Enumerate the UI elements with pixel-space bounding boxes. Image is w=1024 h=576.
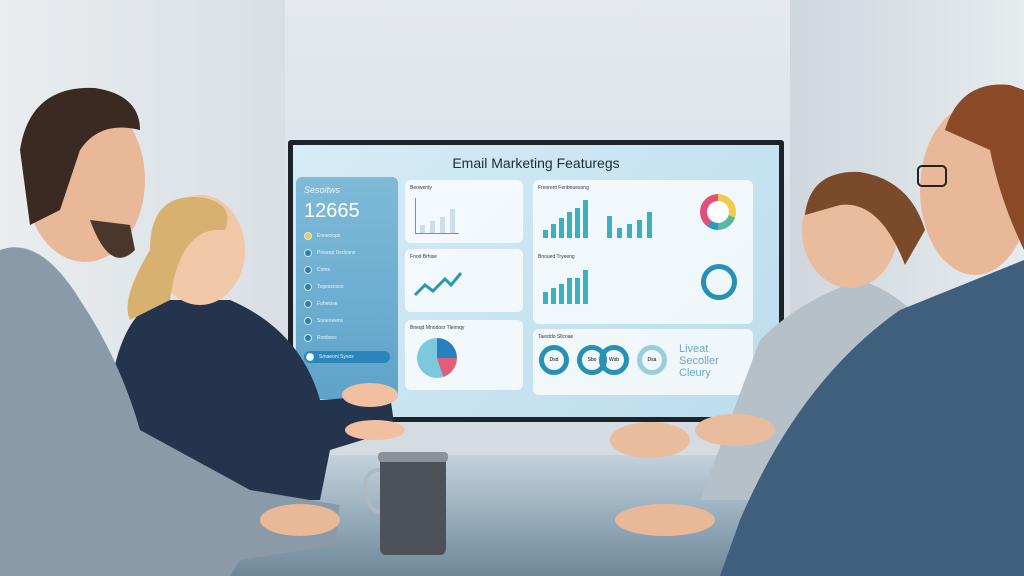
- sidebar-item[interactable]: Coms: [304, 266, 390, 274]
- rings-card[interactable]: Taestdo Sllcoae Dsd Sbo Wsb Dsa Liveat S…: [533, 329, 753, 395]
- bar: [583, 270, 588, 304]
- pie-card[interactable]: Bneqd Mnodosr Tleirnqy: [405, 320, 523, 390]
- chart-card[interactable]: Beowenty: [405, 180, 523, 243]
- sidebar-value: 12665: [304, 200, 360, 222]
- bar: [543, 292, 548, 304]
- sidebar-item[interactable]: Snoeowens: [304, 317, 390, 325]
- toggle-icon: [306, 353, 314, 361]
- bar: [450, 209, 455, 233]
- man-left: [0, 87, 340, 576]
- item-icon: [304, 317, 312, 325]
- status-icon: [304, 232, 312, 240]
- trend-line: [413, 272, 463, 297]
- woman: [104, 195, 405, 500]
- dashboard: Email Marketing Featuregs Sesoitws 12665…: [293, 145, 779, 417]
- man-right-glasses: [615, 84, 1024, 576]
- bar: [440, 217, 445, 233]
- bar: [551, 288, 556, 304]
- bar: [543, 230, 548, 238]
- bar: [420, 225, 425, 233]
- dashboard-sidebar: Sesoitws 12665 Enoeciops Pneeop Dedosns …: [296, 177, 398, 399]
- bar: [551, 224, 556, 238]
- item-icon: [304, 300, 312, 308]
- mug: [363, 452, 448, 555]
- sidebar-label: Sesoitws: [304, 185, 341, 195]
- donut-chart: [700, 194, 736, 230]
- bar: [567, 278, 572, 304]
- bar: [647, 212, 652, 238]
- ring-chart: [701, 264, 737, 300]
- bar: [559, 284, 564, 304]
- bar: [575, 208, 580, 238]
- sidebar-item[interactable]: Pneeop Dedosns: [304, 249, 390, 257]
- bar: [430, 221, 435, 233]
- item-icon: [304, 249, 312, 257]
- ring-chart: Dsa: [637, 345, 667, 375]
- bar: [575, 278, 580, 304]
- item-icon: [304, 283, 312, 291]
- bar: [637, 220, 642, 238]
- ring-chart: Dsd: [539, 345, 569, 375]
- bar: [607, 216, 612, 238]
- glasses-icon: [917, 165, 947, 187]
- pie-chart: [417, 338, 457, 378]
- sidebar-item[interactable]: Faheiose: [304, 300, 390, 308]
- wall-display: Email Marketing Featuregs Sesoitws 12665…: [288, 140, 784, 422]
- bar: [583, 200, 588, 238]
- bar: [617, 228, 622, 238]
- bar: [567, 212, 572, 238]
- ring-chart: Wsb: [599, 345, 629, 375]
- sidebar-item[interactable]: Ronbses: [304, 334, 390, 342]
- item-icon: [304, 334, 312, 342]
- item-icon: [304, 266, 312, 274]
- bar: [627, 224, 632, 238]
- trend-card[interactable]: Fnod Brhise: [405, 249, 523, 312]
- sidebar-item[interactable]: Tegessnsoo: [304, 283, 390, 291]
- analytics-card[interactable]: Freorent Fenbouesong Bnoued Tryeeng: [533, 180, 753, 324]
- footer-text: Liveat Secoller Cleury: [679, 343, 719, 379]
- bar: [559, 218, 564, 238]
- sidebar-button[interactable]: Smaeonl Sysos: [304, 351, 390, 363]
- dashboard-title: Email Marketing Featuregs: [452, 155, 620, 171]
- sidebar-item[interactable]: Enoeciops: [304, 232, 390, 240]
